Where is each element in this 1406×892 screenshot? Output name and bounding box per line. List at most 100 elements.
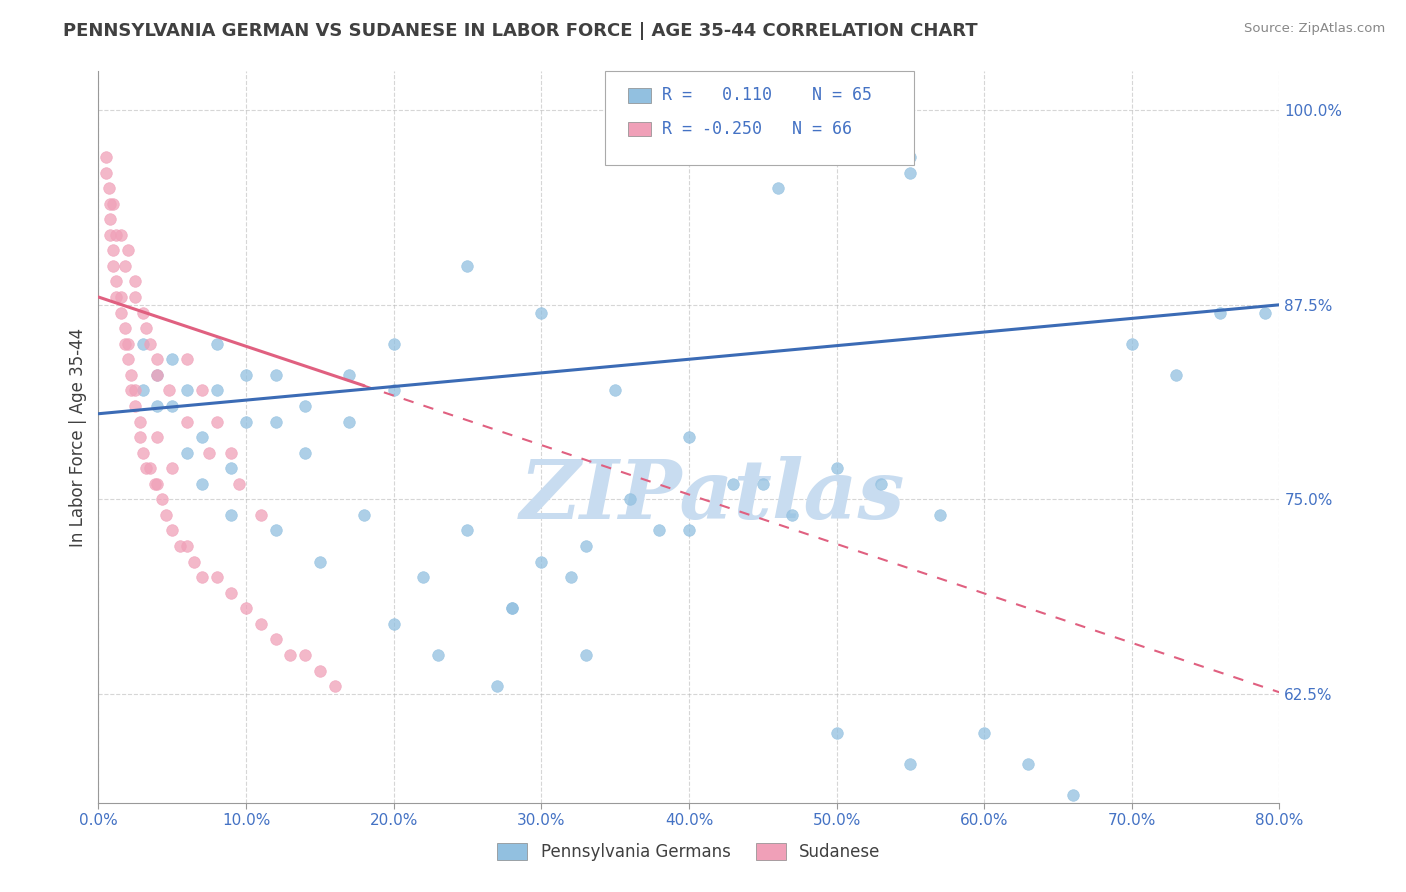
Point bbox=[605, 384, 627, 398]
Point bbox=[309, 664, 332, 678]
Point bbox=[900, 150, 922, 164]
Point bbox=[110, 305, 132, 319]
Y-axis label: In Labor Force | Age 35-44: In Labor Force | Age 35-44 bbox=[69, 327, 87, 547]
Point bbox=[117, 352, 139, 367]
Point bbox=[723, 476, 745, 491]
Point bbox=[294, 445, 316, 459]
Point bbox=[412, 570, 434, 584]
Point bbox=[94, 150, 117, 164]
Point bbox=[124, 275, 146, 289]
Point bbox=[162, 524, 183, 538]
Point bbox=[264, 632, 287, 647]
Point bbox=[114, 321, 136, 335]
Point bbox=[103, 244, 125, 258]
Point bbox=[294, 648, 316, 662]
Point bbox=[678, 430, 700, 444]
Point bbox=[128, 430, 150, 444]
Point bbox=[264, 368, 287, 382]
Point bbox=[162, 352, 183, 367]
Point bbox=[105, 227, 128, 242]
Point bbox=[353, 508, 375, 522]
Point bbox=[114, 336, 136, 351]
Point bbox=[198, 445, 221, 459]
Point bbox=[501, 601, 523, 615]
Point bbox=[105, 290, 128, 304]
Point bbox=[191, 476, 214, 491]
Point bbox=[98, 212, 121, 227]
Point bbox=[235, 368, 257, 382]
Point bbox=[132, 445, 155, 459]
Point bbox=[120, 368, 142, 382]
Point bbox=[235, 415, 257, 429]
Point bbox=[176, 539, 198, 553]
Point bbox=[900, 756, 922, 771]
Point bbox=[146, 368, 169, 382]
Point bbox=[132, 336, 155, 351]
Point bbox=[250, 616, 273, 631]
Point bbox=[530, 555, 553, 569]
Point bbox=[1121, 336, 1143, 351]
Point bbox=[766, 150, 789, 164]
Point bbox=[752, 476, 775, 491]
Text: Source: ZipAtlas.com: Source: ZipAtlas.com bbox=[1244, 22, 1385, 36]
Point bbox=[782, 508, 804, 522]
Point bbox=[191, 384, 214, 398]
Point bbox=[124, 384, 146, 398]
Point bbox=[205, 384, 228, 398]
Point bbox=[235, 601, 257, 615]
Point bbox=[264, 524, 287, 538]
Point bbox=[94, 165, 117, 179]
Text: R = -0.250   N = 66: R = -0.250 N = 66 bbox=[662, 120, 852, 138]
Point bbox=[221, 461, 243, 475]
Point bbox=[323, 679, 346, 693]
Point bbox=[427, 648, 450, 662]
Point bbox=[1062, 788, 1084, 802]
Point bbox=[139, 336, 162, 351]
Point bbox=[191, 570, 214, 584]
Text: ZIPatlas: ZIPatlas bbox=[520, 456, 905, 535]
Text: PENNSYLVANIA GERMAN VS SUDANESE IN LABOR FORCE | AGE 35-44 CORRELATION CHART: PENNSYLVANIA GERMAN VS SUDANESE IN LABOR… bbox=[63, 22, 979, 40]
Point bbox=[648, 524, 671, 538]
Point bbox=[1209, 305, 1232, 319]
Point bbox=[103, 196, 125, 211]
Point bbox=[264, 415, 287, 429]
Point bbox=[619, 492, 641, 507]
Point bbox=[169, 539, 191, 553]
Point bbox=[1018, 756, 1040, 771]
Point bbox=[120, 384, 142, 398]
Point bbox=[157, 384, 180, 398]
Point bbox=[146, 399, 169, 413]
Point bbox=[176, 415, 198, 429]
Point bbox=[339, 368, 361, 382]
Point bbox=[501, 601, 523, 615]
Point bbox=[1166, 368, 1188, 382]
Point bbox=[221, 585, 243, 599]
Point bbox=[221, 445, 243, 459]
Point bbox=[105, 275, 128, 289]
Point bbox=[825, 725, 848, 739]
Point bbox=[176, 445, 198, 459]
Point bbox=[648, 150, 671, 164]
Point bbox=[486, 679, 509, 693]
Point bbox=[146, 368, 169, 382]
Point bbox=[929, 508, 952, 522]
Point bbox=[162, 399, 183, 413]
Point bbox=[128, 415, 150, 429]
Point bbox=[132, 384, 155, 398]
Text: R =   0.110    N = 65: R = 0.110 N = 65 bbox=[662, 87, 872, 104]
Point bbox=[294, 399, 316, 413]
Point bbox=[560, 570, 582, 584]
Point bbox=[382, 616, 405, 631]
Point bbox=[135, 461, 157, 475]
Point bbox=[205, 570, 228, 584]
Point bbox=[110, 227, 132, 242]
Legend: Pennsylvania Germans, Sudanese: Pennsylvania Germans, Sudanese bbox=[491, 836, 887, 868]
Point bbox=[98, 227, 121, 242]
Point bbox=[183, 555, 205, 569]
Point bbox=[280, 648, 302, 662]
Point bbox=[575, 648, 598, 662]
Point bbox=[1254, 305, 1277, 319]
Point bbox=[530, 305, 553, 319]
Point bbox=[221, 508, 243, 522]
Point bbox=[162, 461, 183, 475]
